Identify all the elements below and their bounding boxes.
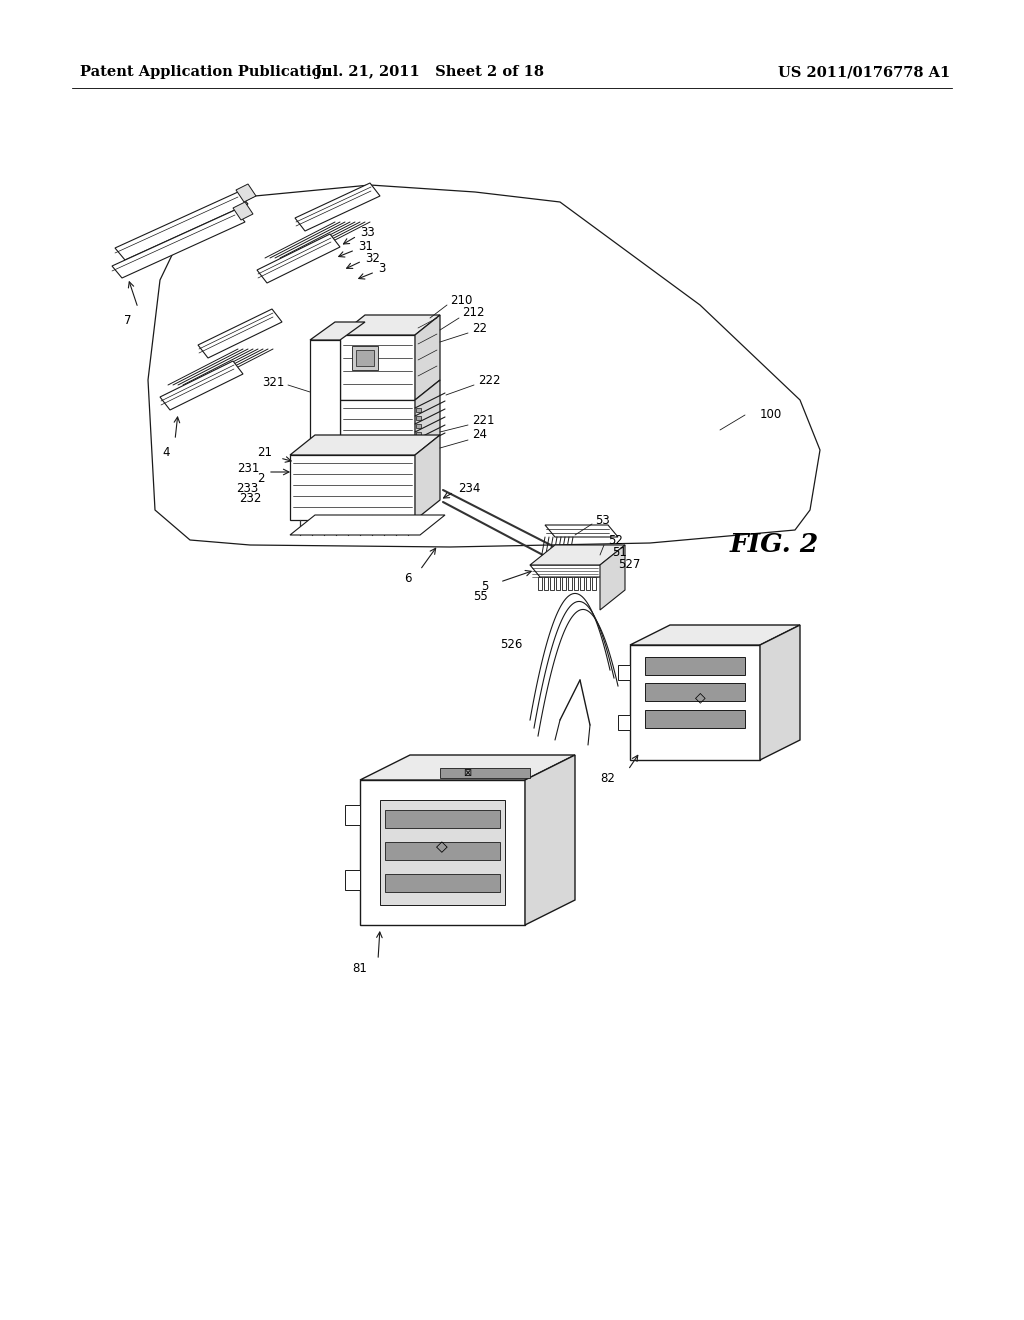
Polygon shape (545, 525, 618, 537)
Polygon shape (618, 665, 630, 680)
Text: 2: 2 (257, 471, 265, 484)
Text: 51: 51 (612, 546, 627, 560)
Polygon shape (160, 360, 243, 411)
Polygon shape (415, 380, 440, 455)
Polygon shape (112, 210, 245, 279)
Polygon shape (600, 545, 625, 610)
Polygon shape (360, 780, 525, 925)
Polygon shape (257, 234, 340, 282)
Polygon shape (233, 202, 253, 220)
Text: US 2011/0176778 A1: US 2011/0176778 A1 (778, 65, 950, 79)
Polygon shape (415, 315, 440, 400)
Text: 3: 3 (378, 263, 385, 276)
Text: 6: 6 (404, 572, 412, 585)
Polygon shape (440, 768, 530, 777)
Text: 32: 32 (365, 252, 380, 264)
Polygon shape (290, 515, 445, 535)
Polygon shape (416, 447, 421, 451)
Polygon shape (385, 874, 500, 892)
Text: ◇: ◇ (694, 690, 706, 704)
Text: ⊠: ⊠ (463, 768, 471, 777)
Text: 5: 5 (480, 581, 488, 594)
Polygon shape (556, 577, 560, 590)
Text: 221: 221 (472, 413, 495, 426)
Polygon shape (568, 577, 572, 590)
Text: 321: 321 (262, 375, 285, 388)
Polygon shape (416, 408, 421, 412)
Text: 527: 527 (618, 558, 640, 572)
Polygon shape (562, 577, 566, 590)
Polygon shape (310, 322, 365, 341)
Polygon shape (345, 805, 360, 825)
Polygon shape (295, 183, 380, 231)
Text: 21: 21 (257, 446, 272, 458)
Polygon shape (290, 455, 415, 520)
Polygon shape (760, 624, 800, 760)
Text: 526: 526 (500, 639, 522, 652)
Polygon shape (630, 624, 800, 645)
Polygon shape (645, 710, 745, 729)
Text: 24: 24 (472, 429, 487, 441)
Text: 4: 4 (162, 446, 170, 458)
Text: Patent Application Publication: Patent Application Publication (80, 65, 332, 79)
Text: 22: 22 (472, 322, 487, 334)
Polygon shape (236, 183, 256, 202)
Text: 7: 7 (124, 314, 132, 326)
Polygon shape (115, 191, 248, 260)
Polygon shape (580, 577, 584, 590)
Polygon shape (618, 715, 630, 730)
Polygon shape (415, 436, 440, 520)
Polygon shape (356, 350, 374, 366)
Polygon shape (530, 565, 610, 577)
Text: 82: 82 (600, 771, 615, 784)
Polygon shape (385, 810, 500, 828)
Polygon shape (310, 341, 340, 459)
Text: Jul. 21, 2011   Sheet 2 of 18: Jul. 21, 2011 Sheet 2 of 18 (315, 65, 545, 79)
Text: 234: 234 (458, 482, 480, 495)
Polygon shape (360, 755, 575, 780)
Polygon shape (630, 645, 760, 760)
Polygon shape (574, 577, 578, 590)
Polygon shape (416, 416, 421, 420)
Polygon shape (645, 682, 745, 701)
Text: 53: 53 (595, 513, 609, 527)
Text: ◇: ◇ (436, 840, 447, 854)
Polygon shape (645, 657, 745, 675)
Text: 33: 33 (360, 227, 375, 239)
Text: 232: 232 (240, 491, 262, 504)
Polygon shape (416, 432, 421, 436)
Polygon shape (198, 309, 282, 358)
Polygon shape (416, 440, 421, 444)
Polygon shape (340, 335, 415, 400)
Text: FIG. 2: FIG. 2 (730, 532, 819, 557)
Text: 81: 81 (352, 961, 367, 974)
Polygon shape (352, 346, 378, 370)
Polygon shape (592, 577, 596, 590)
Text: 52: 52 (608, 533, 623, 546)
Text: 212: 212 (462, 306, 484, 319)
Polygon shape (530, 545, 625, 565)
Polygon shape (340, 315, 440, 335)
Text: 31: 31 (358, 240, 373, 253)
Text: 233: 233 (236, 482, 258, 495)
Text: 231: 231 (238, 462, 260, 474)
Polygon shape (380, 800, 505, 906)
Polygon shape (340, 400, 415, 455)
Polygon shape (345, 870, 360, 890)
Text: 210: 210 (450, 293, 472, 306)
Polygon shape (385, 842, 500, 861)
Text: 222: 222 (478, 374, 501, 387)
Polygon shape (525, 755, 575, 925)
Text: 55: 55 (473, 590, 488, 603)
Polygon shape (544, 577, 548, 590)
Polygon shape (538, 577, 542, 590)
Polygon shape (290, 436, 440, 455)
Polygon shape (550, 577, 554, 590)
Text: 100: 100 (760, 408, 782, 421)
Polygon shape (416, 424, 421, 428)
Polygon shape (586, 577, 590, 590)
